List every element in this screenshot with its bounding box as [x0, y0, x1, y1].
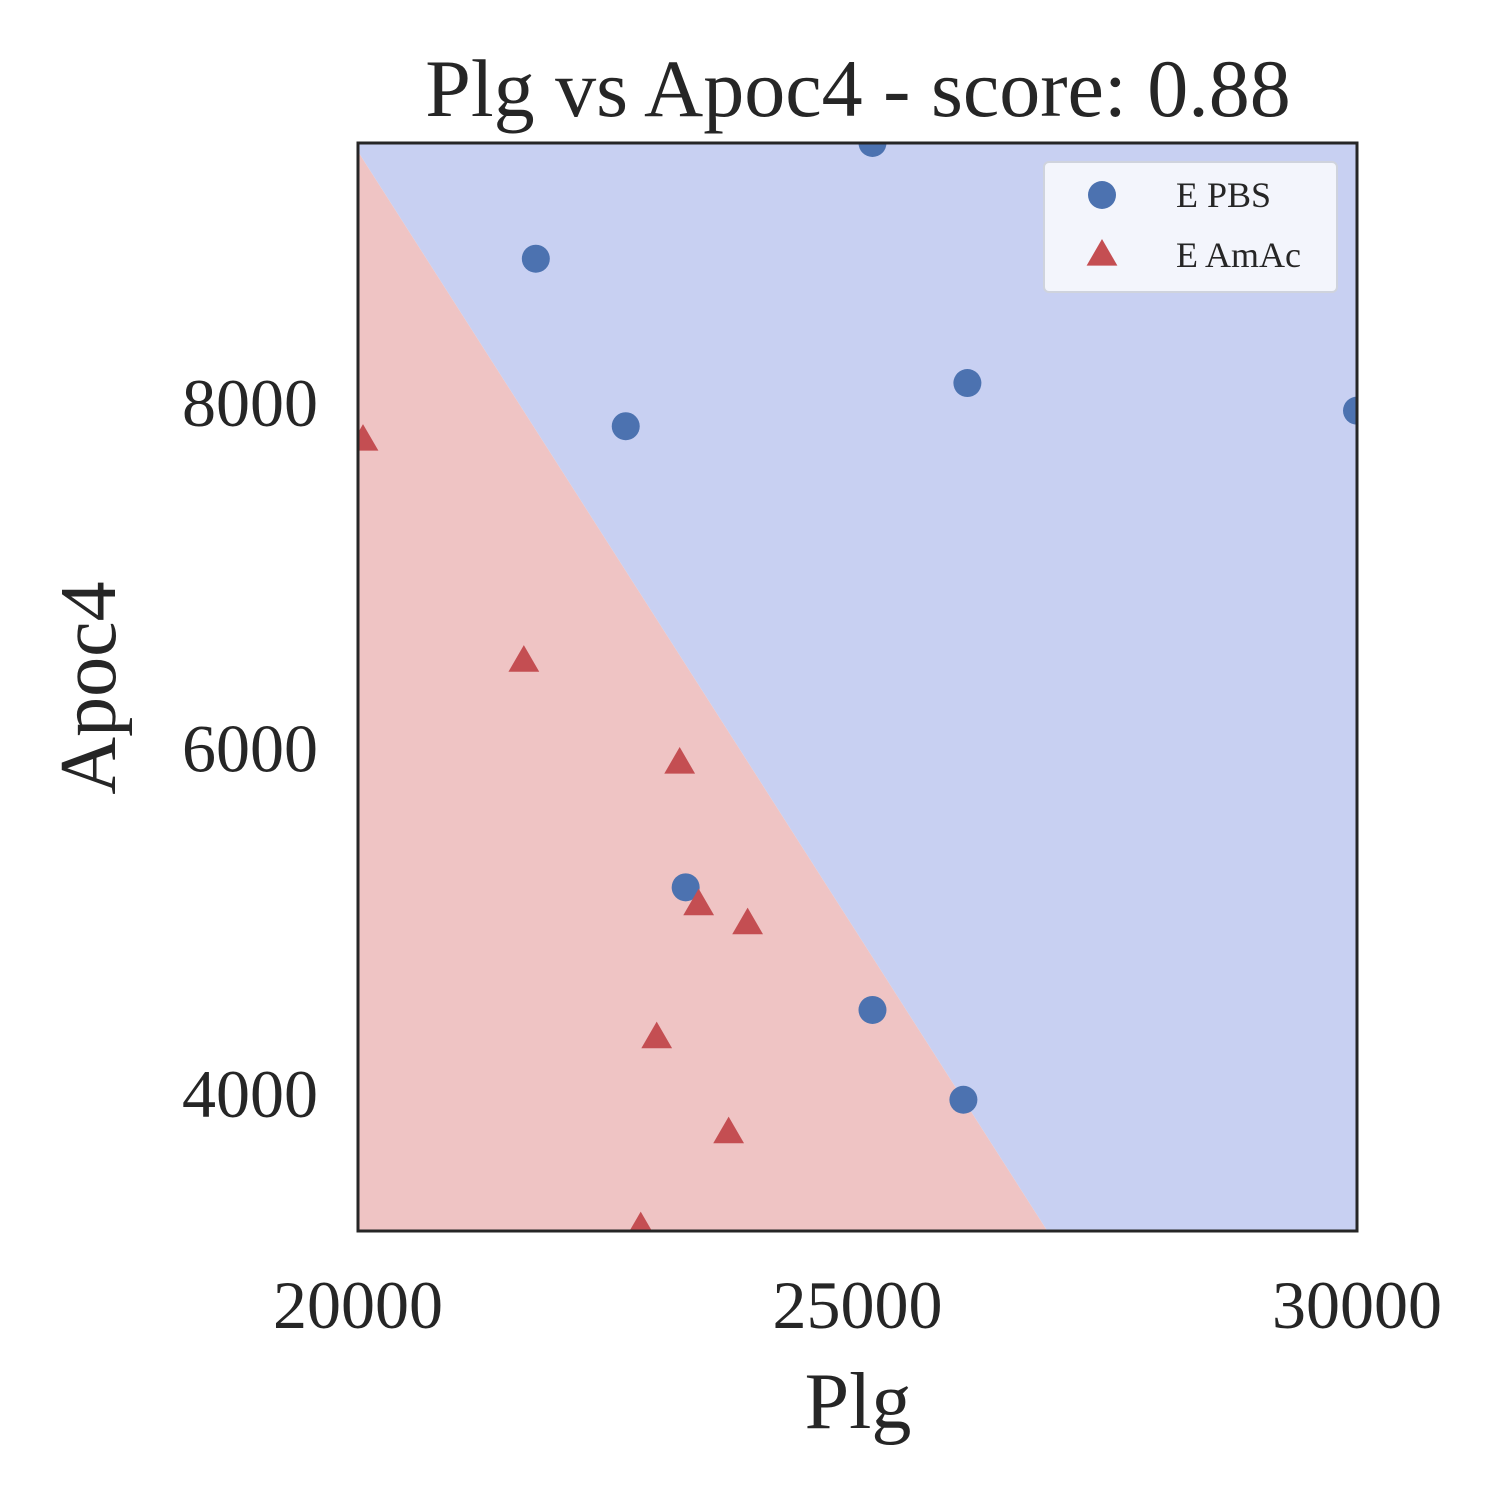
x-tick-label: 20000 [273, 1267, 443, 1343]
y-tick-label: 4000 [182, 1056, 318, 1132]
y-axis-label: Apoc4 [45, 581, 133, 794]
x-axis-label: Plg [805, 1358, 912, 1446]
legend-marker-e-pbs [1088, 181, 1116, 209]
plot-frame [356, 141, 1359, 1233]
point-e-amac-1 [358, 424, 379, 451]
y-tick-label: 6000 [182, 710, 318, 786]
x-tick-labels: 20000 25000 30000 [273, 1267, 1442, 1343]
point-e-pbs-4 [953, 369, 982, 398]
region-e-amac [358, 151, 1048, 1232]
y-tick-labels: 4000 6000 8000 [182, 365, 318, 1132]
point-e-pbs-2 [521, 244, 550, 273]
x-tick-label: 25000 [773, 1267, 943, 1343]
legend: E PBS E AmAc [1043, 161, 1338, 293]
point-e-pbs-6 [671, 873, 700, 902]
data-points [358, 143, 1357, 1231]
point-e-amac-2 [508, 645, 540, 672]
point-e-amac-8 [629, 1211, 652, 1231]
decision-regions [358, 143, 1357, 1232]
point-e-pbs-7 [858, 995, 887, 1024]
point-e-amac-5 [732, 907, 764, 935]
legend-label-e-pbs: E PBS [1176, 175, 1271, 215]
point-e-pbs-1 [858, 143, 887, 157]
point-e-pbs-8 [949, 1085, 978, 1114]
point-e-amac-6 [641, 1021, 673, 1049]
y-tick-label: 8000 [182, 365, 318, 441]
region-e-pbs [358, 143, 1357, 1231]
point-e-amac-7 [713, 1116, 745, 1144]
point-e-pbs-3 [611, 412, 640, 441]
chart-title: Plg vs Apoc4 - score: 0.88 [425, 43, 1290, 134]
legend-label-e-amac: E AmAc [1176, 235, 1301, 275]
point-e-amac-3 [664, 747, 696, 774]
point-e-pbs-5 [1343, 396, 1357, 425]
x-tick-label: 30000 [1272, 1267, 1442, 1343]
point-e-amac-4 [683, 888, 715, 916]
legend-marker-e-amac [1086, 239, 1118, 266]
legend-box [1043, 161, 1338, 293]
